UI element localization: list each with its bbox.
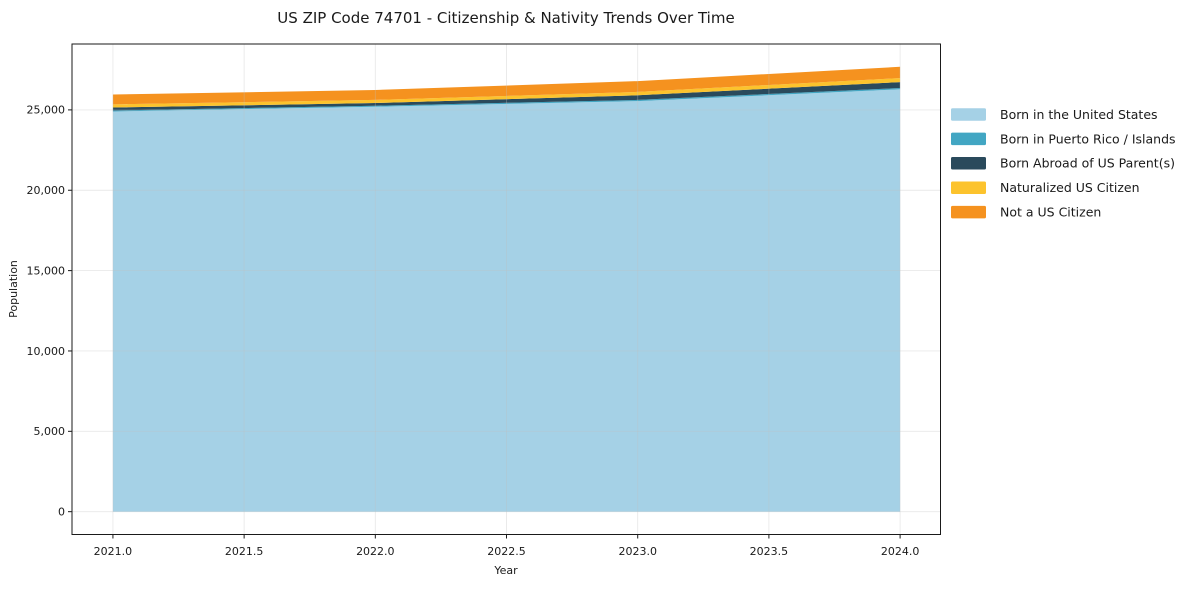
legend-item: Born in Puerto Rico / Islands xyxy=(951,131,1176,146)
x-tick-label: 2022.5 xyxy=(487,545,526,558)
area-not-a-us-citizen xyxy=(112,66,901,105)
x-tick-label: 2024.0 xyxy=(881,545,920,558)
y-tick-label: 15,000 xyxy=(27,264,66,277)
area-born-abroad-of-us-parent-s xyxy=(112,82,901,111)
y-axis-label: Population xyxy=(7,260,20,318)
y-tick-label: 0 xyxy=(58,505,65,518)
legend-label-born-abroad-of-us-parent-s: Born Abroad of US Parent(s) xyxy=(1000,156,1175,171)
legend-label-naturalized-us-citizen: Naturalized US Citizen xyxy=(1000,180,1140,195)
legend-swatch-born-abroad-of-us-parent-s xyxy=(951,157,986,170)
grid-lines xyxy=(72,44,941,535)
y-tick-label: 5,000 xyxy=(34,425,66,438)
legend-label-born-in-the-united-states: Born in the United States xyxy=(1000,107,1158,122)
x-tick-label: 2022.0 xyxy=(356,545,395,558)
y-tick-label: 25,000 xyxy=(27,104,66,117)
legend-swatch-naturalized-us-citizen xyxy=(951,181,986,194)
x-axis-label: Year xyxy=(493,564,518,577)
legend: Born in the United States Born in Puerto … xyxy=(951,107,1176,220)
legend-swatch-born-in-the-united-states xyxy=(951,108,986,121)
legend-swatch-born-in-puerto-rico-islands xyxy=(951,132,986,146)
legend-item: Naturalized US Citizen xyxy=(951,180,1140,195)
legend-item: Not a US Citizen xyxy=(951,205,1101,220)
y-tick-label: 20,000 xyxy=(27,184,66,197)
x-tick-label: 2023.0 xyxy=(618,545,657,558)
x-tick-label: 2021.0 xyxy=(94,545,133,558)
stacked-areas xyxy=(112,66,901,512)
x-tick-label: 2021.5 xyxy=(225,545,264,558)
area-born-in-puerto-rico-islands xyxy=(112,88,901,112)
chart-title: US ZIP Code 74701 - Citizenship & Nativi… xyxy=(277,9,734,27)
legend-swatch-not-a-us-citizen xyxy=(951,205,986,219)
area-naturalized-us-citizen xyxy=(112,78,901,108)
x-tick-label: 2023.5 xyxy=(750,545,789,558)
axis-ticks: 2021.0 2021.5 2022.0 2022.5 2023.0 2023.5 2024… xyxy=(27,104,920,558)
area-born-in-the-united-states xyxy=(112,89,901,512)
legend-item: Born Abroad of US Parent(s) xyxy=(951,156,1175,171)
legend-label-not-a-us-citizen: Not a US Citizen xyxy=(1000,205,1101,220)
legend-label-born-in-puerto-rico-islands: Born in Puerto Rico / Islands xyxy=(1000,131,1176,146)
y-tick-label: 10,000 xyxy=(27,345,66,358)
legend-item: Born in the United States xyxy=(951,107,1158,122)
